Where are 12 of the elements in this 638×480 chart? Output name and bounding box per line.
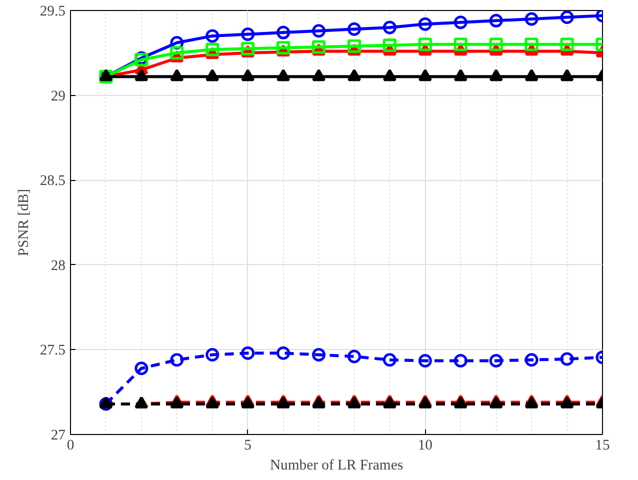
- y-tick-label: 27: [50, 428, 66, 444]
- y-tick-label: 27.5: [40, 342, 66, 359]
- y-tick-label: 29: [50, 88, 66, 104]
- x-tick-label: 0: [66, 438, 74, 454]
- y-tick-label: 28: [50, 258, 66, 274]
- x-tick-label: 10: [418, 438, 432, 454]
- x-tick-label: 15: [595, 438, 610, 454]
- y-tick-label: 29.5: [40, 4, 66, 20]
- y-axis-title: PSNR [dB]: [16, 188, 32, 256]
- x-tick-label: 5: [244, 438, 252, 454]
- y-tick-label: 28.5: [40, 173, 66, 190]
- x-axis-title: Number of LR Frames: [270, 458, 404, 474]
